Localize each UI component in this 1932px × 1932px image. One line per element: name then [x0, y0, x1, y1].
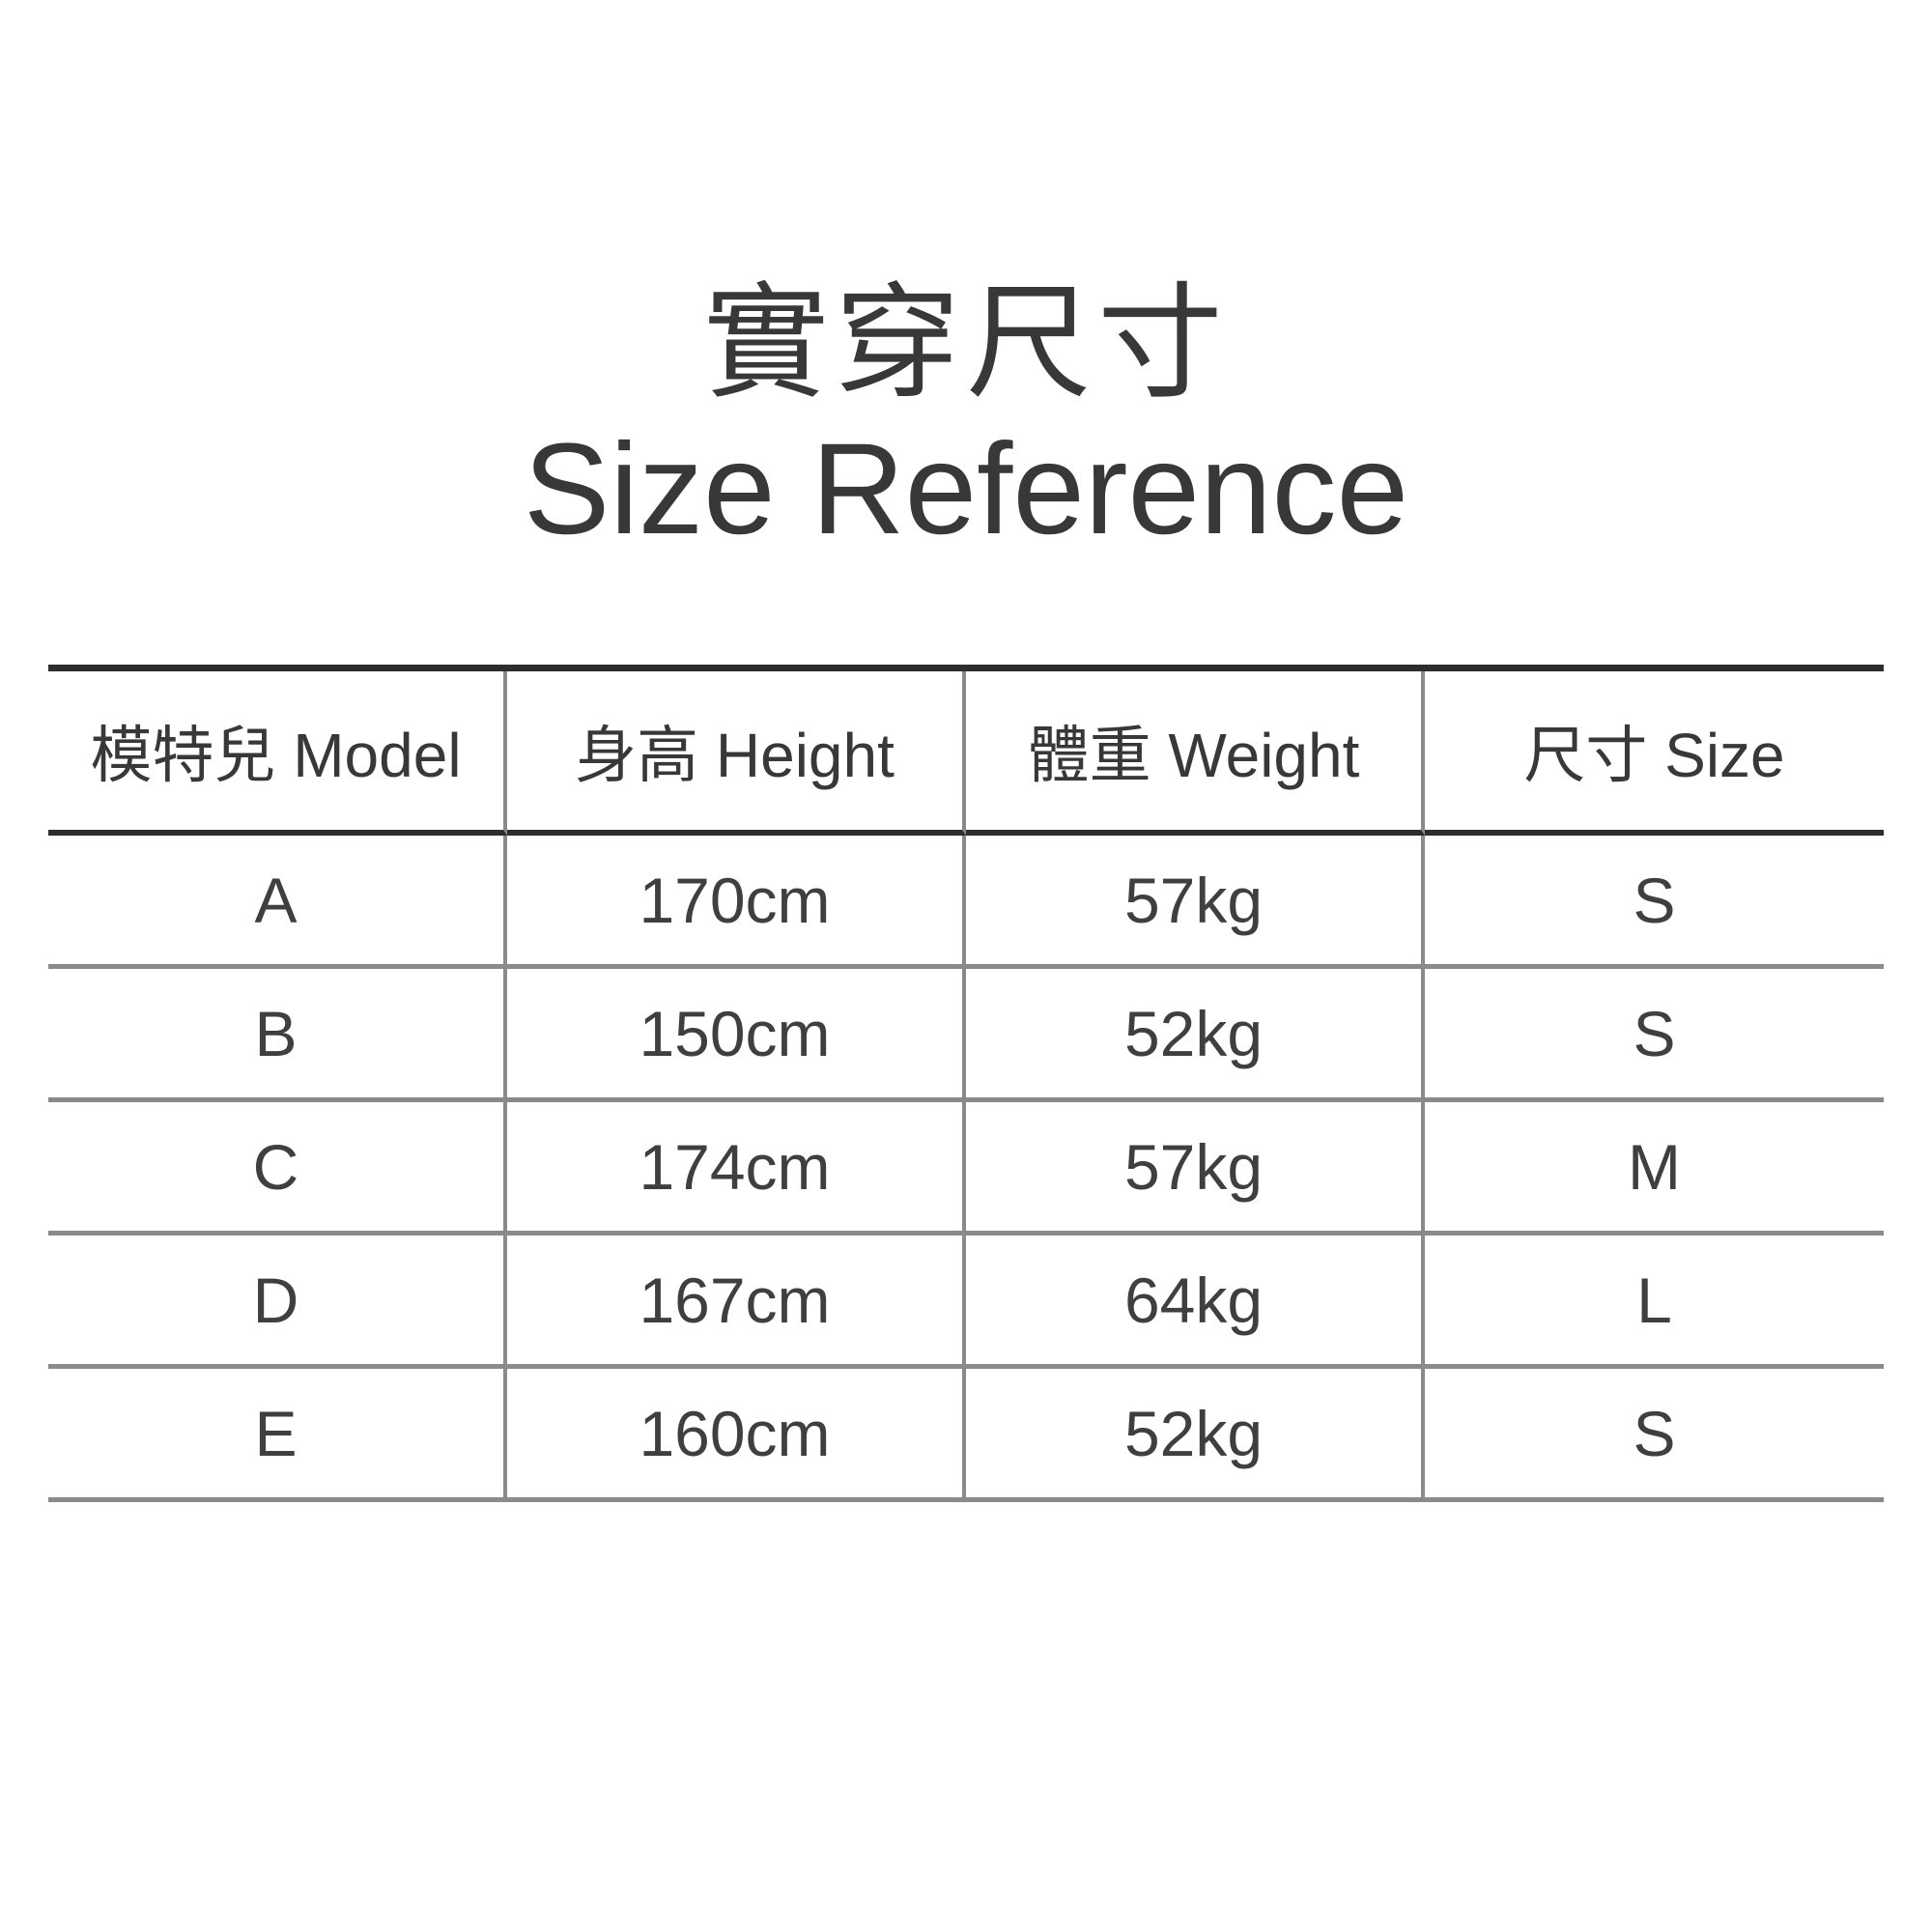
- page-title-cjk: 實穿尺寸: [702, 272, 1229, 413]
- page-title-en: Size Reference: [523, 417, 1409, 561]
- page-title: 實穿尺寸 Size Reference: [0, 0, 1932, 554]
- column-header-model: 模特兒 Model: [48, 671, 507, 836]
- height-cell-row-e: 160cm: [507, 1369, 966, 1502]
- size-cell-row-a: S: [1425, 836, 1884, 969]
- height-cell-row-b: 150cm: [507, 969, 966, 1102]
- height-cell-row-d: 167cm: [507, 1236, 966, 1369]
- model-cell-row-e: E: [48, 1369, 507, 1502]
- size-cell-row-e: S: [1425, 1369, 1884, 1502]
- model-cell-row-d: D: [48, 1236, 507, 1369]
- weight-cell-row-c: 57kg: [966, 1102, 1425, 1236]
- model-cell-row-a: A: [48, 836, 507, 969]
- size-cell-row-c: M: [1425, 1102, 1884, 1236]
- column-header-height: 身高 Height: [507, 671, 966, 836]
- weight-cell-row-b: 52kg: [966, 969, 1425, 1102]
- weight-cell-row-a: 57kg: [966, 836, 1425, 969]
- column-header-size: 尺寸 Size: [1425, 671, 1884, 836]
- weight-cell-row-e: 52kg: [966, 1369, 1425, 1502]
- column-header-weight: 體重 Weight: [966, 671, 1425, 836]
- size-cell-row-b: S: [1425, 969, 1884, 1102]
- weight-cell-row-d: 64kg: [966, 1236, 1425, 1369]
- model-cell-row-b: B: [48, 969, 507, 1102]
- size-cell-row-d: L: [1425, 1236, 1884, 1369]
- model-cell-row-c: C: [48, 1102, 507, 1236]
- size-reference-table: 模特兒 Model 身高 Height 體重 Weight 尺寸 Size A …: [48, 665, 1884, 1502]
- height-cell-row-c: 174cm: [507, 1102, 966, 1236]
- height-cell-row-a: 170cm: [507, 836, 966, 969]
